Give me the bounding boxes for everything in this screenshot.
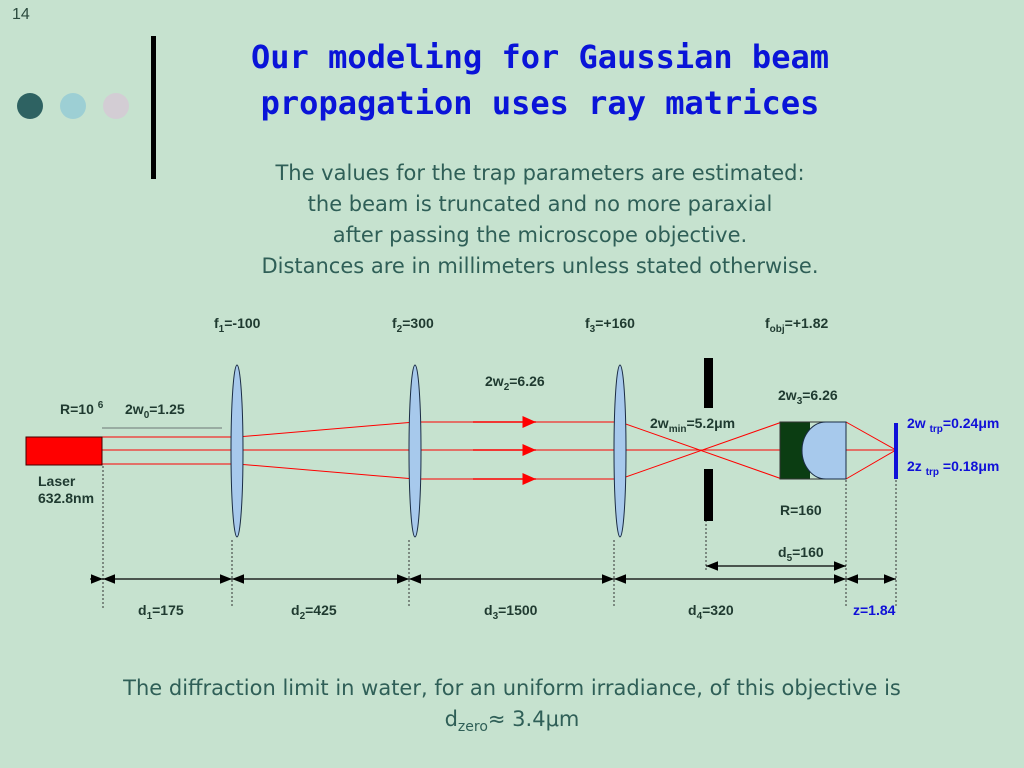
subtitle-line-2: the beam is truncated and no more paraxi… (307, 192, 773, 216)
decor-dot-3 (103, 93, 129, 119)
d5-label-pre: d (778, 544, 787, 560)
subtitle-line-1: The values for the trap parameters are e… (275, 161, 805, 185)
d5-label-post: =160 (792, 544, 824, 560)
d1-label-post: =175 (152, 602, 184, 618)
decor-dot-2 (60, 93, 86, 119)
ztrp-label-pre: 2z (907, 458, 926, 474)
d3-label-sub: 3 (493, 611, 499, 622)
w0-label-post: =1.25 (149, 401, 185, 417)
ztrp-label: 2z trp =0.18μm (907, 458, 999, 478)
ztrp-label-post: =0.18μm (939, 458, 999, 474)
d2-label-pre: d (291, 602, 300, 618)
trap-plane (894, 423, 898, 479)
w3-label-sub: 3 (797, 396, 803, 407)
distance-arrows (90, 561, 896, 584)
title-line-2: propagation uses ray matrices (260, 84, 820, 122)
lens-fobj-label-sub: obj (770, 324, 785, 335)
lens-f1 (230, 364, 244, 538)
w3-label: 2w3=6.26 (778, 387, 838, 407)
objective-radius-label: R=160 (780, 502, 822, 518)
d4-label-pre: d (688, 602, 697, 618)
decor-dot-1 (17, 93, 43, 119)
decor-vertical-bar (151, 36, 156, 179)
wtrp-label: 2w trp=0.24μm (907, 415, 999, 435)
lens-fobj-label: fobj=+1.82 (765, 315, 828, 335)
laser-label-line-1: Laser (38, 473, 76, 489)
radius-label-base: R=10 (60, 401, 94, 417)
lens-f3 (613, 364, 627, 538)
wtrp-label-sub: trp (930, 424, 943, 435)
lens-f3-label-pre: f (585, 315, 590, 331)
lens-f1-label-sub: 1 (219, 324, 225, 335)
guide-lines (102, 466, 897, 608)
slide-title: Our modeling for Gaussian beam propagati… (180, 34, 900, 126)
d4-label: d4=320 (688, 602, 734, 622)
beam-direction-arrows (473, 416, 536, 485)
d4-label-post: =320 (702, 602, 734, 618)
lens-f2-label-sub: 2 (397, 324, 403, 335)
d2-label-post: =425 (305, 602, 337, 618)
lens-fobj-label-pre: f (765, 315, 770, 331)
lens-f1-label-pre: f (214, 315, 219, 331)
wmin-label-pre: 2w (650, 415, 669, 431)
d1-label: d1=175 (138, 602, 184, 622)
subtitle: The values for the trap parameters are e… (180, 158, 900, 282)
d5-label-sub: 5 (787, 553, 793, 564)
diffraction-note-value: ≈ 3.4μm (487, 707, 580, 731)
w0-label-sub: 0 (144, 410, 150, 421)
diffraction-limit-note: The diffraction limit in water, for an u… (20, 673, 1004, 743)
lens-f3-label-sub: 3 (590, 324, 596, 335)
diffraction-note-line-1: The diffraction limit in water, for an u… (123, 676, 901, 700)
wmin-label-post: =5.2μm (686, 415, 735, 431)
subtitle-line-4: Distances are in millimeters unless stat… (261, 254, 819, 278)
d2-label-sub: 2 (300, 611, 306, 622)
ztrp-label-sub: trp (926, 467, 939, 478)
lens-f2-label-pre: f (392, 315, 397, 331)
diffraction-note-subscript: zero (457, 719, 488, 736)
d3-label-post: =1500 (498, 602, 538, 618)
wmin-label: 2wmin=5.2μm (650, 415, 735, 435)
subtitle-line-3: after passing the microscope objective. (332, 223, 748, 247)
d1-label-pre: d (138, 602, 147, 618)
wtrp-label-pre: 2w (907, 415, 930, 431)
d3-label: d3=1500 (484, 602, 538, 622)
w2-label-sub: 2 (504, 382, 510, 393)
diffraction-note-line-2: dzero≈ 3.4μm (20, 704, 1004, 743)
laser-source (25, 436, 103, 466)
title-line-1: Our modeling for Gaussian beam (251, 38, 829, 76)
diffraction-note-prefix: d (444, 707, 458, 731)
lens-f2-label-post: =300 (402, 315, 434, 331)
radius-label: R=10 6 (60, 400, 104, 417)
slide-number: 14 (12, 6, 30, 23)
w2-label-pre: 2w (485, 373, 504, 389)
d3-label-pre: d (484, 602, 493, 618)
d4-label-sub: 4 (697, 611, 703, 622)
d2-label: d2=425 (291, 602, 337, 622)
lens-fobj-label-post: =+1.82 (785, 315, 829, 331)
lens-f1-label: f1=-100 (214, 315, 261, 335)
lens-f1-label-post: =-100 (224, 315, 260, 331)
lens-f2-label: f2=300 (392, 315, 434, 335)
w2-label: 2w2=6.26 (485, 373, 545, 393)
w0-label: 2w0=1.25 (125, 401, 185, 421)
w3-label-post: =6.26 (802, 387, 838, 403)
d1-label-sub: 1 (147, 611, 153, 622)
aperture-top (704, 358, 713, 408)
d5-label: d5=160 (778, 544, 824, 564)
laser-label: Laser 632.8nm (38, 473, 94, 506)
wmin-label-sub: min (669, 424, 687, 435)
lens-f3-label-post: =+160 (595, 315, 635, 331)
wtrp-label-post: =0.24μm (943, 415, 999, 431)
lens-f3-label: f3=+160 (585, 315, 635, 335)
laser-label-line-2: 632.8nm (38, 490, 94, 506)
w3-label-pre: 2w (778, 387, 797, 403)
w0-label-pre: 2w (125, 401, 144, 417)
objective-lens (801, 421, 847, 480)
z-distance-label: z=1.84 (853, 602, 896, 618)
lens-f2 (408, 364, 422, 538)
radius-label-exponent: 6 (98, 400, 104, 411)
w2-label-post: =6.26 (509, 373, 545, 389)
aperture-bottom (704, 469, 713, 521)
